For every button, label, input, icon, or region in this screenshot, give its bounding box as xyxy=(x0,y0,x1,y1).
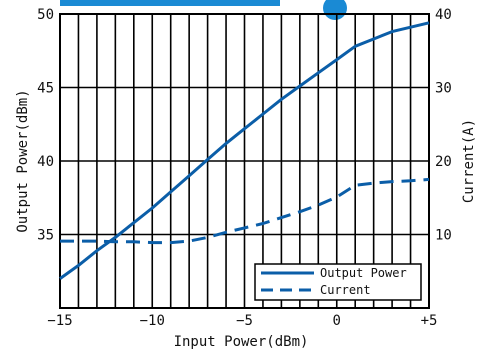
right-y-tick-label: 20 xyxy=(435,154,452,170)
x-tick-label: +5 xyxy=(421,313,438,329)
x-tick-label: −15 xyxy=(47,313,72,329)
x-tick-label: −5 xyxy=(236,313,253,329)
grid-lines xyxy=(60,14,429,308)
series-line-current xyxy=(60,177,430,245)
right-y-tick-label: 10 xyxy=(435,228,452,244)
x-axis-title: Input Power(dBm) xyxy=(174,334,309,350)
left-y-tick-label: 45 xyxy=(37,81,54,97)
right-y-tick-labels: 10 20 30 40 xyxy=(435,7,452,244)
plot-frame xyxy=(59,13,430,309)
legend-label-output-power: Output Power xyxy=(320,266,407,280)
x-tick-label: 0 xyxy=(333,313,341,329)
legend: Output Power Current xyxy=(254,263,422,301)
legend-label-current: Current xyxy=(320,283,371,297)
x-tick-labels: −15 −10 −5 0 +5 xyxy=(47,313,437,329)
left-y-tick-label: 40 xyxy=(37,154,54,170)
left-y-tick-label: 35 xyxy=(37,228,54,244)
series-lines xyxy=(59,21,430,280)
right-y-tick-label: 40 xyxy=(435,7,452,23)
series-line-output-power xyxy=(59,21,430,280)
right-y-tick-label: 30 xyxy=(435,81,452,97)
x-tick-label: −10 xyxy=(140,313,165,329)
left-y-tick-label: 50 xyxy=(37,7,54,23)
left-y-axis-title: Output Power(dBm) xyxy=(15,89,31,232)
legend-box xyxy=(254,263,422,301)
right-y-axis-title: Current(A) xyxy=(461,119,477,203)
top-cutoff-graphic xyxy=(60,0,347,20)
left-y-tick-labels: 35 40 45 50 xyxy=(37,7,54,244)
